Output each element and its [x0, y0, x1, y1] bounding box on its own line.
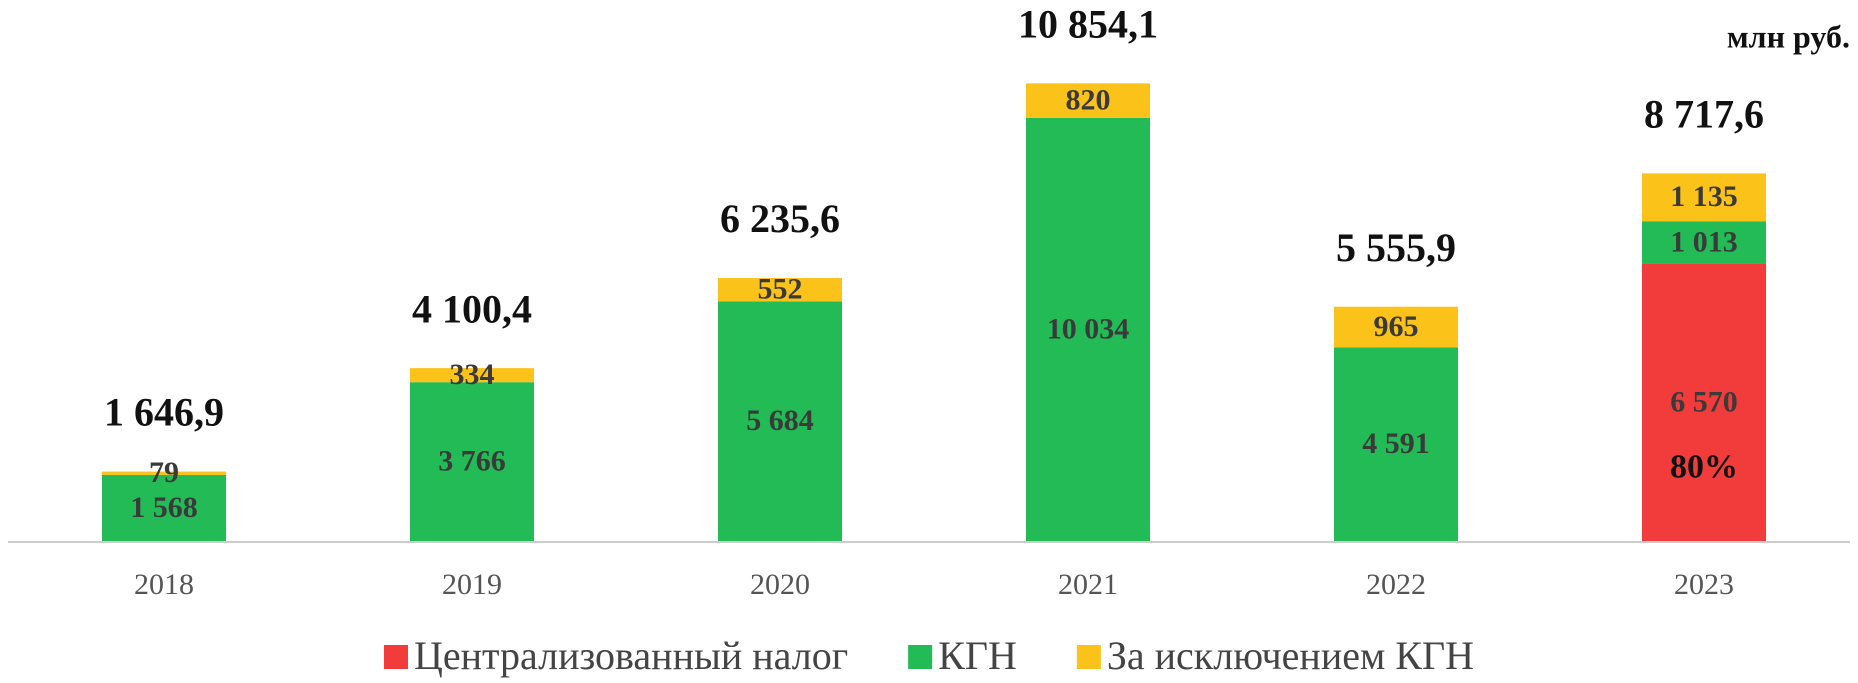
- unit-label: млн руб.: [1727, 18, 1850, 54]
- bar-segment: [102, 471, 226, 475]
- segment-label: 552: [758, 273, 803, 306]
- total-label: 10 854,1: [1018, 1, 1158, 46]
- segment-label: 5 684: [746, 404, 814, 437]
- segment-label: 4 591: [1362, 427, 1430, 460]
- bar-segment: [1026, 83, 1150, 118]
- segment-label: 965: [1374, 310, 1419, 343]
- segment-label: 6 570: [1670, 385, 1738, 418]
- annotation: 80%: [1670, 448, 1738, 485]
- legend-label: За исключением КГН: [1107, 633, 1474, 678]
- legend-label: Централизованный налог: [414, 633, 848, 678]
- bar-segment: [410, 382, 534, 541]
- x-tick-label: 2022: [1366, 568, 1426, 601]
- x-tick-label: 2021: [1058, 568, 1118, 601]
- bar-segment: [1642, 221, 1766, 264]
- segment-label: 10 034: [1047, 312, 1130, 345]
- total-label: 1 646,9: [104, 390, 224, 435]
- bar-segment: [1026, 117, 1150, 542]
- bar-segment: [718, 278, 842, 302]
- segment-label: 1 135: [1670, 180, 1738, 213]
- total-label: 4 100,4: [412, 286, 532, 331]
- x-tick-label: 2018: [134, 568, 194, 601]
- bar-segment: [1642, 263, 1766, 541]
- legend-swatch: [908, 645, 933, 669]
- segment-label: 334: [450, 358, 495, 391]
- legend-swatch: [1076, 645, 1101, 669]
- total-label: 5 555,9: [1336, 225, 1456, 270]
- bar-segment: [102, 474, 226, 541]
- x-tick-label: 2020: [750, 568, 810, 601]
- bar-segment: [1334, 306, 1458, 348]
- x-tick-label: 2023: [1674, 568, 1734, 601]
- x-tick-label: 2019: [442, 568, 502, 601]
- bar-segment: [410, 368, 534, 383]
- segment-label: 1 013: [1670, 225, 1738, 258]
- bar-segment: [1642, 173, 1766, 222]
- bar-segment: [718, 301, 842, 541]
- segment-label: 79: [149, 456, 179, 489]
- legend-label: КГН: [938, 633, 1017, 678]
- segment-label: 820: [1066, 84, 1111, 117]
- total-label: 8 717,6: [1644, 92, 1764, 137]
- bar-segment: [1334, 347, 1458, 541]
- segment-label: 3 766: [438, 444, 506, 477]
- legend-swatch: [384, 645, 408, 669]
- total-label: 6 235,6: [720, 196, 840, 241]
- segment-label: 1 568: [130, 491, 198, 524]
